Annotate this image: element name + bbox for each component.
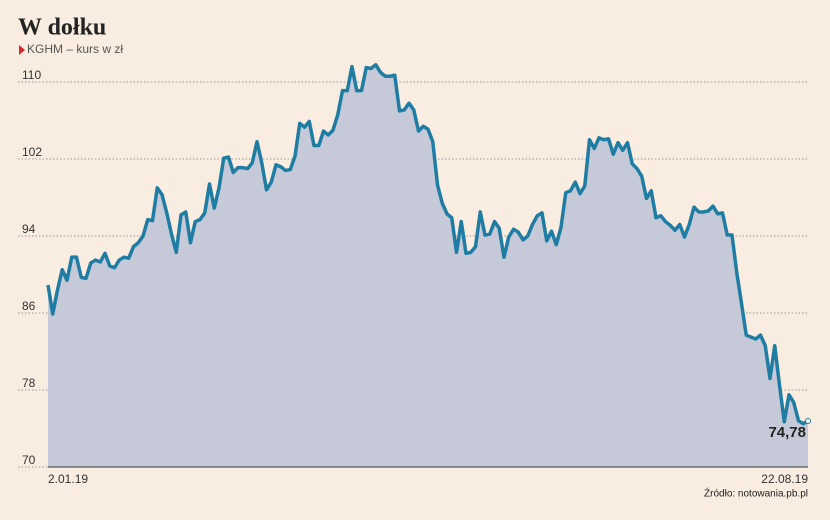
subtitle-marker [19, 45, 25, 55]
y-tick-label: 110 [22, 68, 41, 82]
source: Źródło: notowania.pb.pl [704, 487, 808, 500]
area [48, 64, 808, 468]
chart-title: W dołku [18, 15, 106, 41]
line [46, 62, 809, 426]
chart-subtitle: KGHM – kurs w zł [27, 42, 123, 56]
value-label: 74,78 [768, 424, 806, 441]
x-tick-label: 2.01.19 [48, 472, 88, 486]
end-point [805, 417, 811, 424]
y-tick-label: 78 [22, 376, 36, 390]
y-tick-label: 70 [22, 453, 36, 467]
y-tick-label: 86 [22, 299, 36, 313]
x-tick-label: 22.08.19 [761, 472, 808, 486]
y-tick-label: 102 [22, 145, 42, 159]
y-tick-label: 94 [22, 222, 36, 236]
